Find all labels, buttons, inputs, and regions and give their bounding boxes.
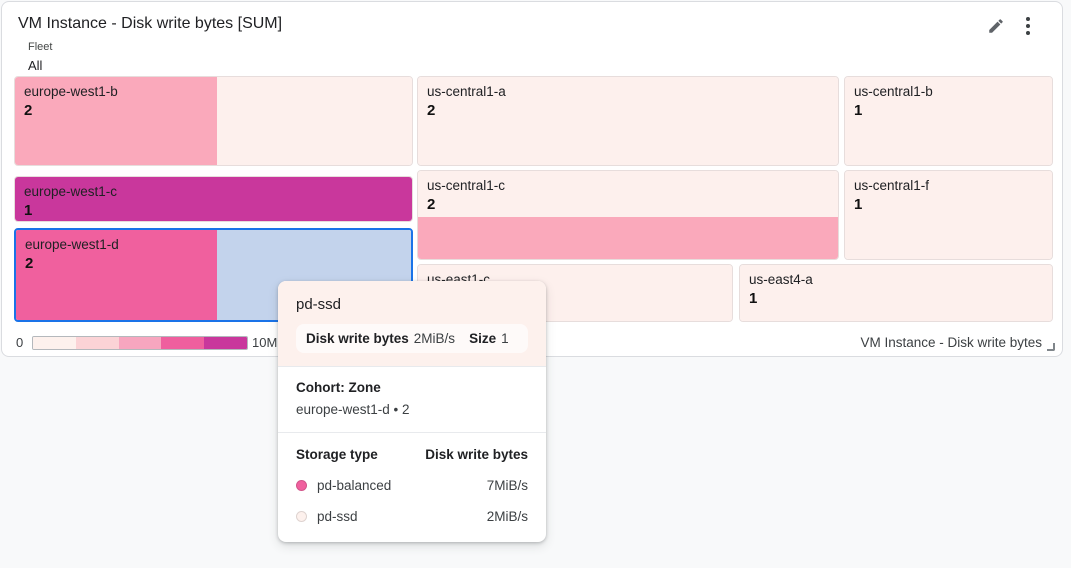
color-scale-bar xyxy=(32,336,248,350)
tooltip: pd-ssd Disk write bytes 2MiB/s Size 1 Co… xyxy=(278,281,546,542)
scale-segment xyxy=(204,337,247,349)
edit-button[interactable] xyxy=(984,14,1008,38)
scale-segment xyxy=(75,337,119,349)
more-vert-icon xyxy=(1026,24,1030,28)
cell-segment[interactable] xyxy=(418,216,838,259)
cell-segment[interactable] xyxy=(217,77,412,165)
chart-caption: VM Instance - Disk write bytes xyxy=(860,335,1042,350)
cell-segments xyxy=(740,265,1052,321)
resize-handle-icon[interactable] xyxy=(1047,343,1055,351)
cell-segment[interactable] xyxy=(418,77,838,165)
cell-segments xyxy=(15,77,412,165)
cell-segments xyxy=(418,77,838,165)
treemap-cell-us-central1-f[interactable]: us-central1-f 1 xyxy=(844,170,1053,260)
treemap-cell-us-central1-c[interactable]: us-central1-c 2 xyxy=(417,170,839,260)
widget-title: VM Instance - Disk write bytes [SUM] xyxy=(18,15,283,32)
tooltip-stats: Disk write bytes 2MiB/s Size 1 xyxy=(296,324,528,353)
series-name: pd-balanced xyxy=(317,478,392,493)
treemap-cell-us-central1-b[interactable]: us-central1-b 1 xyxy=(844,76,1053,166)
series-color-dot xyxy=(296,480,307,491)
tooltip-cohort: Cohort: Zone europe-west1-d • 2 xyxy=(278,366,546,432)
more-options-button[interactable] xyxy=(1016,14,1040,38)
size-value: 1 xyxy=(501,331,509,346)
metric-label: Disk write bytes xyxy=(306,331,409,346)
col-storage-type: Storage type xyxy=(296,447,378,462)
cell-segment[interactable] xyxy=(15,77,218,165)
cell-segments xyxy=(845,77,1052,165)
scale-min-label: 0 xyxy=(16,335,24,350)
scale-segment xyxy=(161,337,205,349)
cell-segments xyxy=(15,177,412,221)
metric-value: 2MiB/s xyxy=(413,331,456,346)
tooltip-title: pd-ssd xyxy=(296,296,342,313)
tooltip-series-row: pd-ssd 2MiB/s xyxy=(296,509,528,524)
scale-segment xyxy=(33,337,76,349)
cell-segment[interactable] xyxy=(15,177,412,221)
cell-segments xyxy=(418,171,838,259)
cohort-value: europe-west1-d • 2 xyxy=(296,402,410,417)
cell-segment[interactable] xyxy=(418,171,838,217)
series-value: 7MiB/s xyxy=(486,478,528,493)
more-vert-icon xyxy=(1026,31,1030,35)
cell-segment[interactable] xyxy=(845,77,1052,165)
series-value: 2MiB/s xyxy=(486,509,528,524)
treemap-cell-europe-west1-c[interactable]: europe-west1-c 1 xyxy=(14,176,413,222)
col-disk-write-bytes: Disk write bytes xyxy=(425,447,528,462)
cell-segments xyxy=(845,171,1052,259)
filter-label: Fleet xyxy=(28,41,53,53)
filter-value[interactable]: All xyxy=(28,58,43,73)
tooltip-table-header: Storage type Disk write bytes xyxy=(296,447,528,462)
treemap-chart: europe-west1-b 2 us-central1-a 2 us-central1… xyxy=(14,76,1053,322)
size-label: Size xyxy=(469,331,497,346)
cohort-label: Cohort: Zone xyxy=(296,380,381,395)
series-color-dot xyxy=(296,511,307,522)
pencil-icon xyxy=(989,19,1003,33)
cell-segment[interactable] xyxy=(740,265,1052,321)
cell-segment[interactable] xyxy=(16,230,218,320)
treemap-cell-us-central1-a[interactable]: us-central1-a 2 xyxy=(417,76,839,166)
series-name: pd-ssd xyxy=(317,509,358,524)
tooltip-series-row: pd-balanced 7MiB/s xyxy=(296,478,528,493)
tooltip-table: Storage type Disk write bytes pd-balance… xyxy=(278,432,546,542)
widget-card: VM Instance - Disk write bytes [SUM] Fle… xyxy=(1,1,1063,357)
treemap-cell-europe-west1-b[interactable]: europe-west1-b 2 xyxy=(14,76,413,166)
tooltip-header: pd-ssd Disk write bytes 2MiB/s Size 1 xyxy=(278,281,546,366)
more-vert-icon xyxy=(1026,17,1030,21)
treemap-cell-us-east4-a[interactable]: us-east4-a 1 xyxy=(739,264,1053,322)
scale-segment xyxy=(118,337,162,349)
cell-segment[interactable] xyxy=(845,171,1052,259)
